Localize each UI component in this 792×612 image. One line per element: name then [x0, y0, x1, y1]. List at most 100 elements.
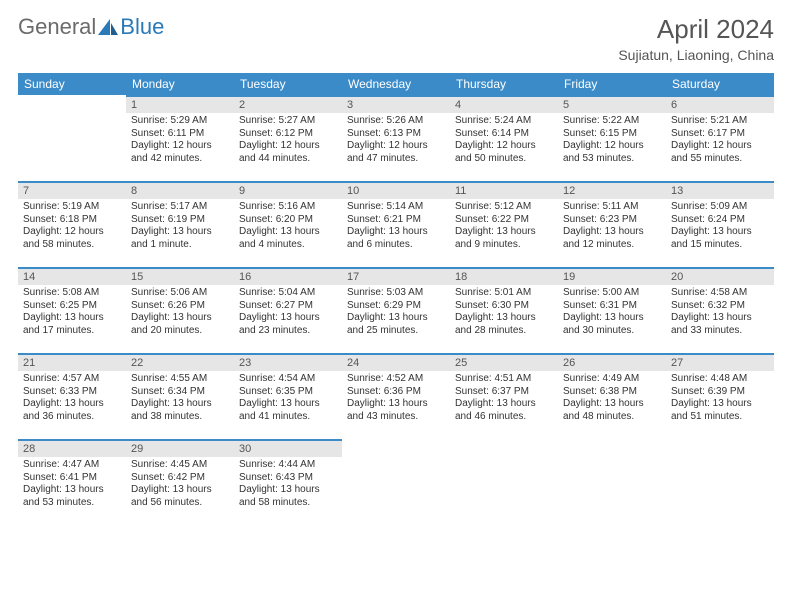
calendar-day-cell: 6Sunrise: 5:21 AMSunset: 6:17 PMDaylight…: [666, 95, 774, 181]
weekday-header: Wednesday: [342, 73, 450, 95]
day-number: 10: [342, 181, 450, 199]
calendar-day-cell: 24Sunrise: 4:52 AMSunset: 6:36 PMDayligh…: [342, 353, 450, 439]
calendar-day-cell: 12Sunrise: 5:11 AMSunset: 6:23 PMDayligh…: [558, 181, 666, 267]
day-details: Sunrise: 5:22 AMSunset: 6:15 PMDaylight:…: [558, 113, 666, 169]
calendar-day-cell: 20Sunrise: 4:58 AMSunset: 6:32 PMDayligh…: [666, 267, 774, 353]
calendar-day-cell: 10Sunrise: 5:14 AMSunset: 6:21 PMDayligh…: [342, 181, 450, 267]
day-number: 4: [450, 95, 558, 113]
calendar-page: General Blue April 2024 Sujiatun, Liaoni…: [0, 0, 792, 539]
day-details: Sunrise: 4:52 AMSunset: 6:36 PMDaylight:…: [342, 371, 450, 427]
day-number: 16: [234, 267, 342, 285]
calendar-day-cell: [18, 95, 126, 181]
brand-part1: General: [18, 14, 96, 40]
day-details: Sunrise: 5:16 AMSunset: 6:20 PMDaylight:…: [234, 199, 342, 255]
calendar-week-row: 1Sunrise: 5:29 AMSunset: 6:11 PMDaylight…: [18, 95, 774, 181]
day-number: 2: [234, 95, 342, 113]
day-number: 12: [558, 181, 666, 199]
day-details: Sunrise: 4:58 AMSunset: 6:32 PMDaylight:…: [666, 285, 774, 341]
calendar-day-cell: [558, 439, 666, 525]
day-details: Sunrise: 5:27 AMSunset: 6:12 PMDaylight:…: [234, 113, 342, 169]
calendar-body: 1Sunrise: 5:29 AMSunset: 6:11 PMDaylight…: [18, 95, 774, 525]
calendar-day-cell: 29Sunrise: 4:45 AMSunset: 6:42 PMDayligh…: [126, 439, 234, 525]
day-details: Sunrise: 4:55 AMSunset: 6:34 PMDaylight:…: [126, 371, 234, 427]
day-number: 11: [450, 181, 558, 199]
day-details: Sunrise: 5:19 AMSunset: 6:18 PMDaylight:…: [18, 199, 126, 255]
calendar-week-row: 28Sunrise: 4:47 AMSunset: 6:41 PMDayligh…: [18, 439, 774, 525]
day-details: Sunrise: 5:24 AMSunset: 6:14 PMDaylight:…: [450, 113, 558, 169]
day-number: 22: [126, 353, 234, 371]
calendar-day-cell: 13Sunrise: 5:09 AMSunset: 6:24 PMDayligh…: [666, 181, 774, 267]
day-number: 17: [342, 267, 450, 285]
weekday-header: Sunday: [18, 73, 126, 95]
calendar-day-cell: [666, 439, 774, 525]
day-number: 14: [18, 267, 126, 285]
calendar-week-row: 14Sunrise: 5:08 AMSunset: 6:25 PMDayligh…: [18, 267, 774, 353]
calendar-day-cell: 26Sunrise: 4:49 AMSunset: 6:38 PMDayligh…: [558, 353, 666, 439]
day-number: 26: [558, 353, 666, 371]
calendar-day-cell: [450, 439, 558, 525]
weekday-header: Friday: [558, 73, 666, 95]
month-title: April 2024: [618, 14, 774, 45]
calendar-day-cell: 28Sunrise: 4:47 AMSunset: 6:41 PMDayligh…: [18, 439, 126, 525]
day-details: Sunrise: 5:26 AMSunset: 6:13 PMDaylight:…: [342, 113, 450, 169]
day-details: Sunrise: 4:51 AMSunset: 6:37 PMDaylight:…: [450, 371, 558, 427]
weekday-header: Monday: [126, 73, 234, 95]
calendar-day-cell: [342, 439, 450, 525]
day-details: Sunrise: 5:21 AMSunset: 6:17 PMDaylight:…: [666, 113, 774, 169]
day-number: 9: [234, 181, 342, 199]
day-number: 6: [666, 95, 774, 113]
brand-part2: Blue: [120, 14, 164, 40]
calendar-day-cell: 14Sunrise: 5:08 AMSunset: 6:25 PMDayligh…: [18, 267, 126, 353]
title-block: April 2024 Sujiatun, Liaoning, China: [618, 14, 774, 63]
day-number: 5: [558, 95, 666, 113]
day-number: 1: [126, 95, 234, 113]
day-number: 8: [126, 181, 234, 199]
calendar-day-cell: 7Sunrise: 5:19 AMSunset: 6:18 PMDaylight…: [18, 181, 126, 267]
day-details: Sunrise: 4:57 AMSunset: 6:33 PMDaylight:…: [18, 371, 126, 427]
calendar-day-cell: 21Sunrise: 4:57 AMSunset: 6:33 PMDayligh…: [18, 353, 126, 439]
day-number: 29: [126, 439, 234, 457]
day-details: Sunrise: 4:49 AMSunset: 6:38 PMDaylight:…: [558, 371, 666, 427]
day-number: 15: [126, 267, 234, 285]
day-number: 23: [234, 353, 342, 371]
calendar-day-cell: 3Sunrise: 5:26 AMSunset: 6:13 PMDaylight…: [342, 95, 450, 181]
day-number: 21: [18, 353, 126, 371]
day-number: 3: [342, 95, 450, 113]
calendar-day-cell: 2Sunrise: 5:27 AMSunset: 6:12 PMDaylight…: [234, 95, 342, 181]
calendar-day-cell: 8Sunrise: 5:17 AMSunset: 6:19 PMDaylight…: [126, 181, 234, 267]
day-details: Sunrise: 5:04 AMSunset: 6:27 PMDaylight:…: [234, 285, 342, 341]
day-number: 13: [666, 181, 774, 199]
day-details: Sunrise: 5:09 AMSunset: 6:24 PMDaylight:…: [666, 199, 774, 255]
calendar-day-cell: 4Sunrise: 5:24 AMSunset: 6:14 PMDaylight…: [450, 95, 558, 181]
location-text: Sujiatun, Liaoning, China: [618, 47, 774, 63]
calendar-day-cell: 17Sunrise: 5:03 AMSunset: 6:29 PMDayligh…: [342, 267, 450, 353]
day-details: Sunrise: 5:14 AMSunset: 6:21 PMDaylight:…: [342, 199, 450, 255]
calendar-day-cell: 25Sunrise: 4:51 AMSunset: 6:37 PMDayligh…: [450, 353, 558, 439]
day-details: Sunrise: 4:47 AMSunset: 6:41 PMDaylight:…: [18, 457, 126, 513]
weekday-header: Saturday: [666, 73, 774, 95]
day-details: Sunrise: 5:00 AMSunset: 6:31 PMDaylight:…: [558, 285, 666, 341]
brand-logo: General Blue: [18, 14, 164, 40]
day-number: 18: [450, 267, 558, 285]
day-details: Sunrise: 5:01 AMSunset: 6:30 PMDaylight:…: [450, 285, 558, 341]
day-details: Sunrise: 5:06 AMSunset: 6:26 PMDaylight:…: [126, 285, 234, 341]
day-number: 20: [666, 267, 774, 285]
calendar-day-cell: 5Sunrise: 5:22 AMSunset: 6:15 PMDaylight…: [558, 95, 666, 181]
day-details: Sunrise: 4:45 AMSunset: 6:42 PMDaylight:…: [126, 457, 234, 513]
day-details: Sunrise: 4:48 AMSunset: 6:39 PMDaylight:…: [666, 371, 774, 427]
day-details: Sunrise: 5:17 AMSunset: 6:19 PMDaylight:…: [126, 199, 234, 255]
page-header: General Blue April 2024 Sujiatun, Liaoni…: [18, 14, 774, 63]
calendar-day-cell: 1Sunrise: 5:29 AMSunset: 6:11 PMDaylight…: [126, 95, 234, 181]
calendar-day-cell: 11Sunrise: 5:12 AMSunset: 6:22 PMDayligh…: [450, 181, 558, 267]
day-number: 19: [558, 267, 666, 285]
day-details: Sunrise: 5:08 AMSunset: 6:25 PMDaylight:…: [18, 285, 126, 341]
calendar-day-cell: 16Sunrise: 5:04 AMSunset: 6:27 PMDayligh…: [234, 267, 342, 353]
calendar-grid: SundayMondayTuesdayWednesdayThursdayFrid…: [18, 73, 774, 525]
calendar-day-cell: 30Sunrise: 4:44 AMSunset: 6:43 PMDayligh…: [234, 439, 342, 525]
day-details: Sunrise: 5:12 AMSunset: 6:22 PMDaylight:…: [450, 199, 558, 255]
calendar-week-row: 21Sunrise: 4:57 AMSunset: 6:33 PMDayligh…: [18, 353, 774, 439]
calendar-day-cell: 27Sunrise: 4:48 AMSunset: 6:39 PMDayligh…: [666, 353, 774, 439]
calendar-head: SundayMondayTuesdayWednesdayThursdayFrid…: [18, 73, 774, 95]
day-number: 28: [18, 439, 126, 457]
day-details: Sunrise: 4:54 AMSunset: 6:35 PMDaylight:…: [234, 371, 342, 427]
